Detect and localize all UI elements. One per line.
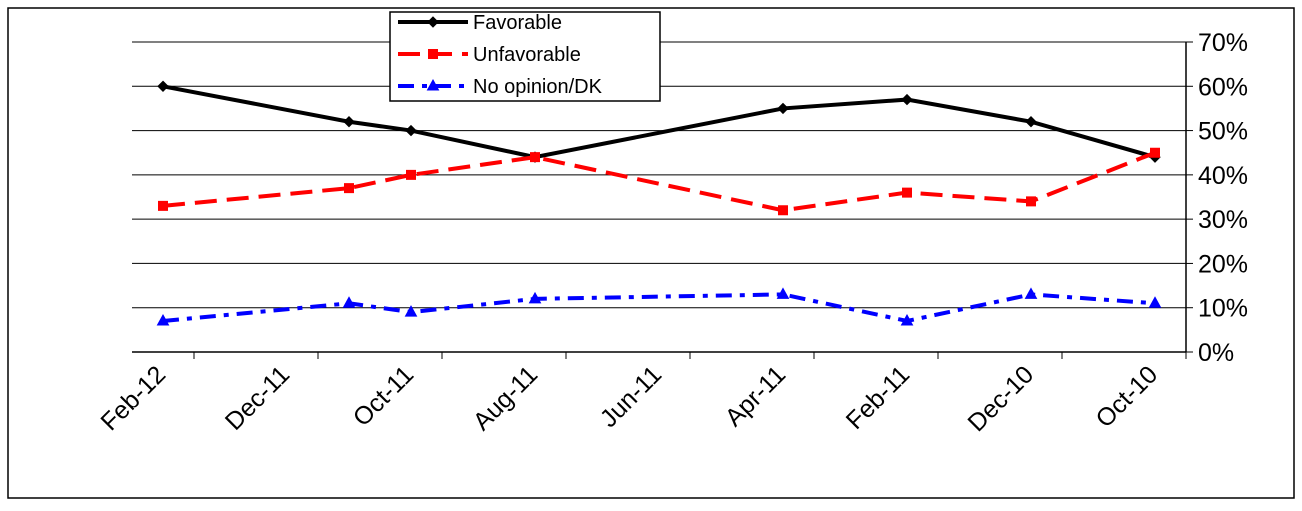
legend: Favorable Unfavorable No opinion/DK: [389, 11, 661, 102]
data-point: [158, 200, 168, 211]
data-point: [156, 313, 170, 326]
data-point: [342, 296, 356, 308]
data-point: [1148, 296, 1162, 308]
y-tick-label: 30%: [1198, 206, 1248, 234]
data-point: [530, 152, 540, 163]
data-point: [1150, 147, 1160, 158]
y-tick-label: 50%: [1198, 118, 1248, 146]
legend-label: Favorable: [473, 12, 562, 34]
data-point: [776, 287, 790, 299]
data-point: [1025, 116, 1037, 128]
data-point: [343, 116, 355, 128]
data-point: [902, 187, 912, 198]
legend-marker: [426, 78, 440, 91]
y-tick-label: 60%: [1198, 73, 1248, 101]
data-point: [1024, 287, 1038, 299]
data-point: [778, 205, 788, 216]
data-point: [528, 291, 542, 304]
legend-marker: [428, 49, 438, 59]
data-point: [1026, 196, 1036, 207]
data-point: [406, 169, 416, 180]
data-point: [344, 183, 354, 194]
legend-marker: [427, 16, 439, 28]
series-line: [162, 292, 1156, 324]
data-point: [404, 305, 418, 317]
data-point: [157, 80, 169, 92]
y-tick-label: 70%: [1198, 29, 1248, 57]
data-point: [900, 313, 914, 326]
legend-label: No opinion/DK: [473, 76, 603, 98]
y-tick-label: 40%: [1198, 162, 1248, 190]
data-point: [901, 93, 913, 106]
series-line: [162, 150, 1156, 213]
data-point: [405, 124, 417, 137]
y-tick-label: 20%: [1198, 250, 1248, 278]
y-tick-label: 0%: [1198, 339, 1234, 367]
y-tick-label: 10%: [1198, 295, 1248, 323]
legend-label: Unfavorable: [473, 44, 581, 66]
series-line: [162, 84, 1156, 160]
data-point: [777, 102, 789, 115]
